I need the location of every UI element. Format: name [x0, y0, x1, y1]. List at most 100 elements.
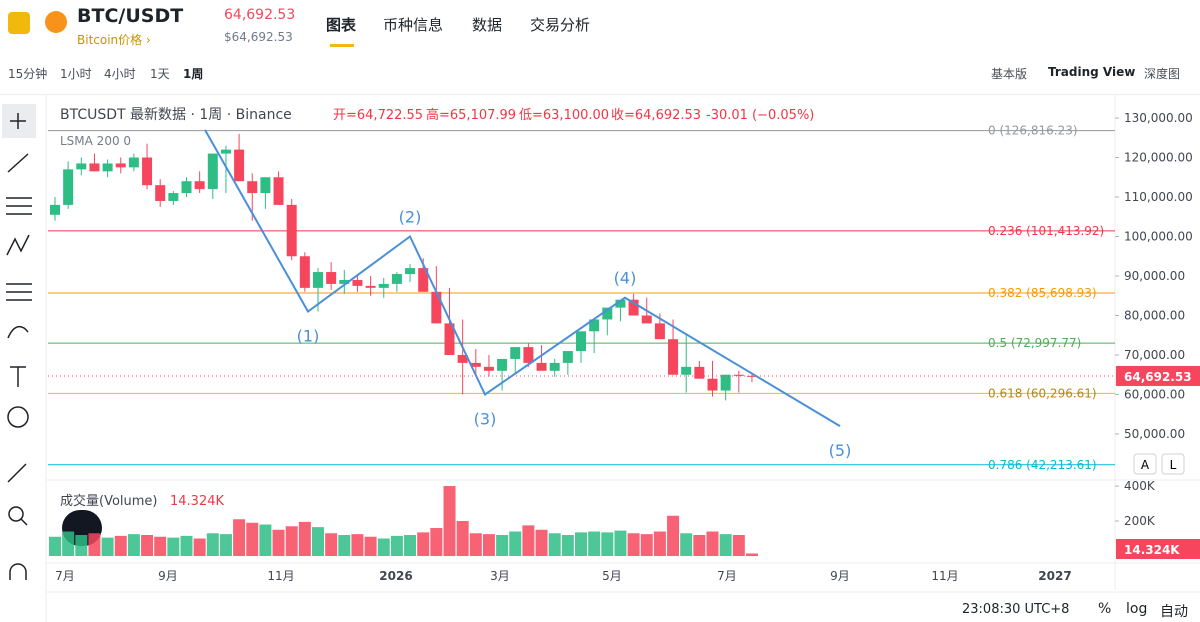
tab[interactable]: 交易分析 — [530, 16, 591, 34]
volume-bar — [114, 535, 127, 556]
legend-title: BTCUSDT 最新数据 · 1周 · Binance — [60, 107, 292, 123]
candle-body — [615, 299, 626, 308]
volume-title: 成交量(Volume) — [60, 493, 158, 509]
tool-sidebar — [0, 95, 45, 622]
candle-body — [299, 256, 310, 288]
view[interactable]: Trading View — [1048, 65, 1136, 79]
candle-body — [115, 163, 126, 168]
candle-body — [549, 362, 560, 371]
symbol[interactable]: BTC/USDT — [77, 5, 184, 27]
volume-bar — [706, 531, 719, 556]
candle-body — [628, 299, 639, 316]
auto-btn[interactable]: 自动 — [1160, 604, 1188, 620]
volume-bar — [246, 522, 259, 556]
volume-bar — [364, 536, 377, 556]
interval[interactable]: 1天 — [150, 67, 170, 81]
x-tick-label: 3月 — [490, 569, 510, 583]
candle-body — [234, 149, 245, 182]
candle-body — [668, 339, 679, 375]
tool-icons[interactable] — [2, 104, 36, 580]
ohlc: 开=64,722.55 — [333, 108, 423, 123]
x-tick-label: 2026 — [379, 569, 412, 583]
ohlc: 收=64,692.53 — [611, 108, 701, 123]
candle-body — [720, 374, 731, 391]
candle-body — [155, 185, 166, 201]
x-tick-label: 11月 — [931, 569, 958, 583]
candle-body — [326, 272, 337, 284]
log-btn[interactable]: log — [1126, 601, 1148, 617]
candle-body — [286, 204, 297, 257]
candle-body — [378, 283, 389, 288]
candle-body — [207, 153, 218, 190]
tab[interactable]: 数据 — [472, 16, 503, 34]
interval[interactable]: 4小时 — [104, 67, 136, 81]
candle-body — [352, 279, 363, 286]
candle-body — [431, 291, 442, 324]
candle-body — [483, 366, 494, 371]
volume-bar — [745, 553, 758, 556]
indicator: LSMA 200 0 — [60, 134, 131, 148]
subtitle[interactable]: Bitcoin价格 › — [77, 33, 151, 47]
wave-label: (2) — [399, 208, 422, 227]
volume-bar — [693, 535, 706, 556]
volume-bar — [522, 525, 535, 556]
candle-body — [576, 331, 586, 352]
volume-bar — [719, 534, 732, 556]
wave-line — [204, 129, 841, 427]
volume-bar — [667, 515, 680, 556]
candle-body — [168, 193, 179, 201]
candle-body — [128, 157, 139, 168]
ohlc: 低=63,100.00 — [519, 108, 609, 123]
scale-btn[interactable]: A — [1141, 458, 1150, 472]
candle-body — [220, 149, 231, 154]
fib-label: 0.786 (42,213.61) — [988, 458, 1097, 472]
x-tick-label: 7月 — [55, 569, 75, 583]
volume-bar — [404, 535, 417, 556]
interval[interactable]: 1小时 — [60, 67, 92, 81]
percent-btn[interactable]: % — [1098, 601, 1112, 617]
volume-bar — [351, 534, 364, 556]
scale-btn[interactable]: L — [1170, 458, 1177, 472]
view[interactable]: 基本版 — [991, 67, 1028, 81]
price: 64,692.53 — [224, 7, 296, 23]
candle-body — [194, 181, 205, 190]
x-tick-label: 11月 — [267, 569, 294, 583]
y-tick-label: 60,000.00 — [1124, 388, 1185, 402]
volume-bar — [390, 535, 403, 556]
volume-tag-label: 14.324K — [1124, 543, 1180, 557]
interval[interactable]: 15分钟 — [8, 67, 48, 81]
y-tick-label: 90,000.00 — [1124, 269, 1185, 283]
star-icon[interactable] — [8, 12, 30, 34]
volume-bar — [193, 538, 206, 556]
x-tick-label: 7月 — [717, 569, 737, 583]
candle-body — [76, 163, 87, 170]
candle-body — [365, 285, 376, 288]
wave-label: (4) — [614, 269, 637, 288]
volume-bar — [614, 530, 627, 556]
view[interactable]: 深度图 — [1144, 67, 1181, 81]
last-price-tag — [1116, 365, 1200, 386]
volume-bar — [325, 533, 338, 556]
volume-bar — [285, 526, 298, 556]
candle-body — [746, 375, 757, 377]
x-tick-label: 2027 — [1038, 569, 1071, 583]
fib-label: 0.236 (101,413.92) — [988, 224, 1104, 238]
volume-bar — [180, 535, 193, 556]
candle-body — [247, 181, 258, 194]
wave-label: (3) — [474, 410, 497, 429]
volume-bar — [206, 533, 219, 556]
candle-body — [102, 163, 113, 172]
candle-body — [733, 374, 744, 376]
candle-body — [142, 157, 153, 186]
volume-bar — [219, 534, 232, 556]
interval[interactable]: 1周 — [183, 67, 204, 81]
candle-body — [89, 163, 100, 172]
tab[interactable]: 币种信息 — [383, 16, 444, 34]
candle-body — [641, 315, 652, 324]
volume-bar — [417, 532, 430, 556]
tab[interactable]: 图表 — [326, 16, 357, 34]
volume-bar — [127, 534, 140, 556]
volume-bar — [653, 531, 666, 556]
candle-body — [405, 268, 416, 275]
volume-bar — [49, 536, 61, 556]
